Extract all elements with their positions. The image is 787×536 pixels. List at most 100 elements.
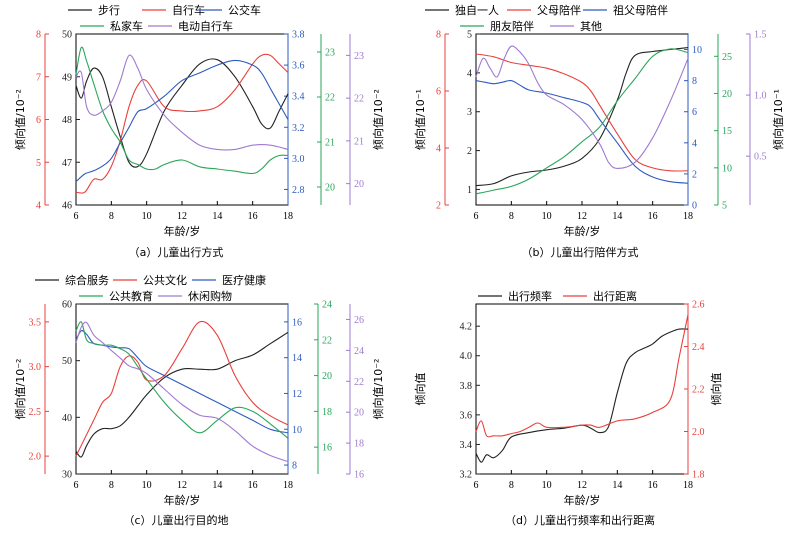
x-tick-label: 16 (248, 211, 258, 222)
legend-label: 电动自行车 (178, 19, 233, 33)
y-tick-label-red: 2.5 (29, 407, 42, 418)
legend-label: 综合服务 (65, 273, 109, 287)
y-tick-label-blue: 16 (292, 317, 302, 328)
series-line-red (75, 320, 289, 457)
x-tick-label: 10 (142, 480, 152, 491)
y-tick-label-green: 16 (322, 443, 332, 454)
y-tick-label-black: 50 (62, 30, 72, 41)
y-tick-label-red: 2.6 (692, 300, 705, 311)
y-tick-label-green: 24 (322, 300, 332, 311)
y-tick-label-blue: 10 (692, 45, 702, 56)
y-axis-label: 倾向值/10⁻² (13, 89, 27, 150)
y-tick-label-purple: 22 (354, 377, 364, 388)
legend-label: 休闲购物 (188, 289, 232, 303)
x-tick-label: 16 (648, 480, 658, 491)
series-line-blue (75, 330, 289, 434)
legend-label: 公交车 (228, 3, 261, 17)
y-tick-label-green: 22 (322, 335, 332, 346)
y-axis-label: 倾向值 (413, 373, 427, 406)
series-line-black (75, 331, 289, 458)
y-tick-label-purple: 20 (354, 179, 364, 190)
y-tick-label-green: 22 (325, 93, 335, 104)
legend-label: 独自一人 (455, 4, 499, 17)
y-tick-label-black: 3.8 (460, 381, 473, 392)
y-tick-label-purple: 22 (354, 94, 364, 105)
legend-label: 步行 (98, 4, 120, 17)
y-tick-label-red: 8 (36, 30, 41, 41)
chart-panel-b: 6 8 10 12 14 16 18年龄/岁12345倾向值/10⁻¹24680246810… (413, 3, 785, 259)
y-tick-label-blue: 4 (692, 138, 697, 149)
legend-label: 其他 (580, 20, 602, 33)
y-tick-label-blue: 3.4 (292, 92, 305, 103)
y-tick-label-red: 6 (36, 115, 41, 126)
series-line-red (75, 53, 289, 194)
y-tick-label-black: 60 (62, 300, 72, 311)
y-tick-label-green: 5 (722, 201, 727, 212)
series-line-blue (475, 79, 689, 184)
x-tick-label: 14 (212, 480, 222, 491)
y-axis-label: 倾向值/10⁻² (13, 359, 27, 420)
x-tick-label: 10 (542, 480, 552, 491)
y-tick-label-black: 46 (62, 201, 72, 212)
plot-frame (475, 303, 689, 475)
y-tick-label-green: 15 (722, 126, 732, 137)
y-tick-label-purple: 16 (354, 470, 364, 481)
y-tick-label-blue: 10 (292, 425, 302, 436)
x-tick-label: 12 (177, 480, 187, 491)
series-line-black (475, 47, 689, 187)
y-tick-label-black: 4 (467, 68, 472, 79)
x-tick-label: 10 (142, 211, 152, 222)
x-tick-label: 18 (283, 480, 293, 491)
y-tick-label-purple: 21 (354, 136, 364, 147)
legend-label: 公共教育 (109, 289, 153, 303)
y-tick-label-black: 3.2 (460, 470, 473, 481)
series-line-blue (75, 59, 289, 183)
series-line-red (475, 314, 689, 438)
chart-panel-a: 6 8 10 12 14 16 18 年龄/岁 46 47 48 49 50 倾向值/10⁻² 4 5 6 7 8 2… (13, 3, 385, 259)
legend-label: 出行距离 (593, 289, 637, 303)
series-line-purple (75, 321, 289, 463)
chart-panel-d: 6 8 10 12 14 16 18 年龄/岁 3.2 3.4 3.6 3.8 4.0 4.2 倾向值 1.8… (413, 289, 723, 527)
series-line-black (475, 328, 689, 463)
y-tick-label-red: 2.4 (692, 342, 705, 353)
y-tick-label-purple: 18 (354, 439, 364, 450)
y-tick-label-red: 8 (436, 30, 441, 41)
x-tick-label: 12 (577, 480, 587, 491)
series-line-purple (75, 54, 289, 151)
legend-label: 父母陪伴 (537, 3, 581, 17)
y-tick-label-purple: 23 (354, 51, 364, 62)
series-line-black (75, 58, 289, 168)
y-tick-label-black: 4.0 (460, 351, 473, 362)
y-tick-label-purple: 0.5 (754, 152, 767, 163)
y-tick-label-red: 3.5 (29, 317, 42, 328)
x-tick-label: 6 (74, 211, 79, 222)
x-tick-label: 10 (542, 211, 552, 222)
y-tick-label-black: 2 (467, 146, 472, 157)
y-tick-label-black: 3.6 (460, 410, 473, 421)
series-line-green (75, 46, 289, 175)
y-tick-label-green: 20 (722, 89, 732, 100)
y-tick-label-blue: 3.6 (292, 61, 305, 72)
chart-panel-c: 6 8 10 12 14 16 18 年龄/岁 30 40 50 60 倾向值/10⁻² 2.0 2.5 3.… (13, 273, 385, 527)
y-tick-label-black: 49 (62, 72, 72, 83)
y-tick-label-green: 25 (722, 52, 732, 63)
y-tick-label-black: 30 (62, 470, 72, 481)
legend-label: 出行频率 (508, 289, 552, 303)
x-axis-label: 年龄/岁 (564, 224, 601, 238)
legend-label: 自行车 (172, 3, 205, 17)
x-tick-label: 12 (577, 211, 587, 222)
legend-label: 私家车 (110, 19, 143, 33)
y-tick-label-green: 23 (325, 48, 335, 59)
y-tick-label-red: 2.0 (692, 427, 705, 438)
series-line-green (475, 48, 689, 195)
y-tick-label-green: 10 (722, 163, 732, 174)
x-tick-label: 6 (74, 480, 79, 491)
y-tick-label-green: 21 (325, 138, 335, 149)
legend-label: 朋友陪伴 (490, 19, 534, 33)
x-tick-label: 18 (683, 211, 693, 222)
y-axis-label: 倾向值 (709, 373, 723, 406)
x-axis-label: 年龄/岁 (164, 224, 201, 238)
x-tick-label: 14 (612, 480, 622, 491)
panel-caption: （b）儿童出行陪伴方式 (522, 245, 639, 259)
y-tick-label-blue: 2 (692, 169, 697, 180)
